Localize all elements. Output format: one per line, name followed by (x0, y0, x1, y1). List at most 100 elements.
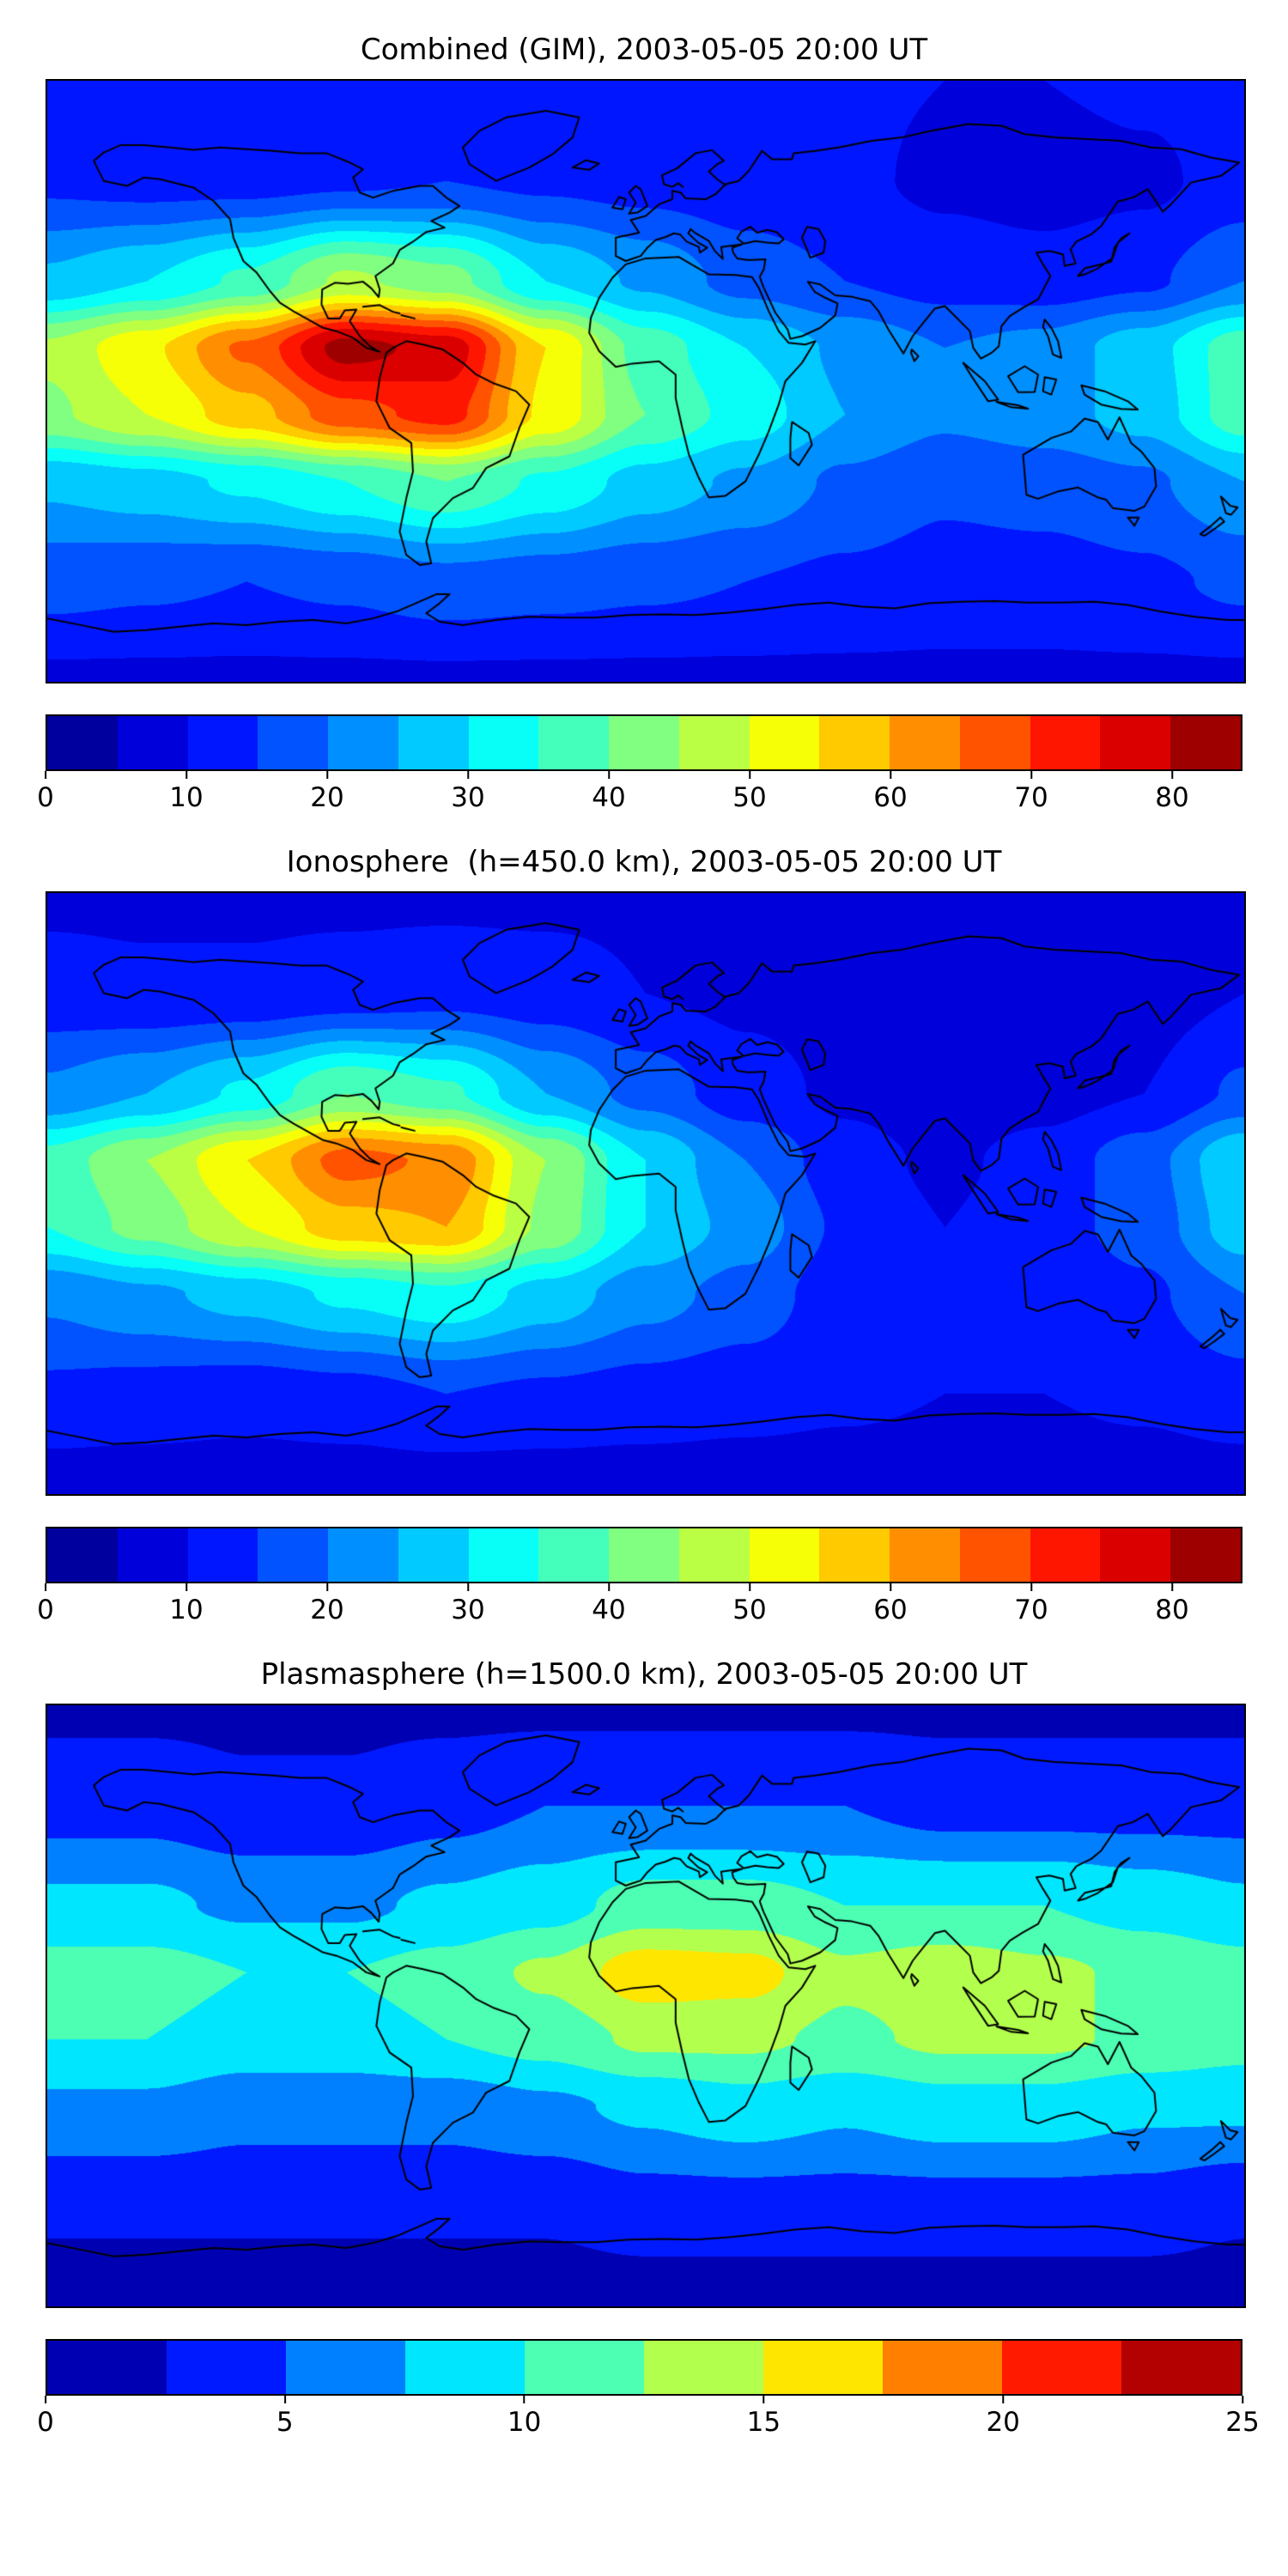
colorbar-tick-mark (466, 771, 469, 779)
colorbar-tick: 20 (310, 1583, 344, 1625)
colorbar-segment (1170, 716, 1242, 769)
colorbar-segment (763, 2341, 883, 2394)
colorbar-tick-mark (748, 1583, 750, 1591)
colorbar-segment (749, 716, 820, 769)
colorbar-tick: 80 (1155, 1583, 1189, 1625)
colorbar-tick-label: 60 (873, 1595, 908, 1625)
colorbar-segment (328, 1528, 398, 1582)
colorbar-tick: 70 (1014, 771, 1048, 813)
map-ionosphere (46, 891, 1246, 1496)
colorbar-plasmasphere (46, 2339, 1242, 2396)
colorbar-tick: 30 (451, 771, 485, 813)
colorbar-tick: 25 (1225, 2396, 1260, 2438)
colorbar-tick: 20 (986, 2396, 1020, 2438)
colorbar-combined (46, 714, 1242, 771)
map-plasmasphere (46, 1704, 1246, 2308)
colorbar-tick-mark (1030, 771, 1032, 779)
colorbar-tick: 80 (1155, 771, 1189, 813)
colorbar-segment (1121, 2341, 1241, 2394)
colorbar-tick-mark (185, 771, 187, 779)
colorbar-segment (258, 716, 329, 769)
colorbar-segment (1030, 1528, 1101, 1582)
colorbar-tick: 30 (451, 1583, 485, 1625)
colorbar-tick-label: 70 (1014, 782, 1048, 813)
panel-title-ionosphere: Ionosphere (h=450.0 km), 2003-05-05 20:0… (286, 845, 1002, 879)
colorbar-segment (890, 1528, 960, 1582)
colorbar-tick-label: 0 (37, 2407, 54, 2438)
colorbar-ticks-combined: 0 10 20 30 40 50 60 70 80 (37, 771, 1242, 824)
colorbar-segment (959, 1528, 1030, 1582)
colorbar-tick-label: 10 (169, 1595, 204, 1625)
colorbar-segment (468, 716, 539, 769)
colorbar-segment (405, 2341, 525, 2394)
colorbar-ticks-ionosphere: 0 10 20 30 40 50 60 70 80 (37, 1583, 1242, 1637)
colorbar-tick-label: 80 (1155, 782, 1189, 813)
colorbar-tick: 70 (1014, 1583, 1048, 1625)
colorbar-segment (1030, 716, 1101, 769)
colorbar-segment (398, 716, 469, 769)
colorbar-segment (525, 2341, 644, 2394)
panel-title-combined: Combined (GIM), 2003-05-05 20:00 UT (360, 33, 928, 67)
colorbar-segment (187, 716, 258, 769)
colorbar-segment (187, 1528, 258, 1582)
colorbar-segment (819, 716, 890, 769)
colorbar-segment (1002, 2341, 1121, 2394)
figure: Combined (GIM), 2003-05-05 20:00 UT 0 10 2… (37, 31, 1260, 2449)
colorbar-tick-label: 15 (746, 2407, 781, 2438)
colorbar-tick: 15 (747, 2396, 781, 2438)
colorbar-ionosphere (46, 1527, 1242, 1583)
colorbar-ticks-plasmasphere: 0 5 10 15 20 25 (37, 2396, 1260, 2449)
colorbar-tick-mark (325, 771, 328, 779)
colorbar-tick-label: 5 (276, 2407, 294, 2438)
colorbar-segment (398, 1528, 469, 1582)
colorbar-tick-mark (523, 2396, 526, 2403)
colorbar-segment (538, 1528, 610, 1582)
colorbar-tick-mark (1170, 1583, 1173, 1591)
colorbar-segment (609, 1528, 679, 1582)
colorbar-segment (47, 2341, 167, 2394)
colorbar-tick: 10 (169, 771, 204, 813)
colorbar-segment (47, 716, 118, 769)
colorbar-tick-mark (607, 1583, 610, 1591)
colorbar-tick-mark (762, 2396, 765, 2403)
colorbar-segment (959, 716, 1030, 769)
colorbar-tick: 20 (310, 771, 344, 813)
colorbar-segment (468, 1528, 539, 1582)
colorbar-segment (117, 716, 188, 769)
colorbar-tick-mark (325, 1583, 328, 1591)
colorbar-tick-mark (44, 771, 46, 779)
colorbar-tick: 10 (169, 1583, 204, 1625)
colorbar-tick-mark (283, 2396, 286, 2403)
colorbar-segment (47, 1528, 118, 1582)
colorbar-tick-mark (1170, 771, 1173, 779)
colorbar-segment (538, 716, 610, 769)
colorbar-tick: 40 (592, 1583, 626, 1625)
colorbar-segment (749, 1528, 820, 1582)
colorbar-tick-mark (889, 771, 891, 779)
colorbar-segment (890, 716, 960, 769)
colorbar-tick-label: 0 (37, 1595, 54, 1625)
colorbar-tick: 50 (732, 771, 767, 813)
colorbar-segment (678, 1528, 750, 1582)
panel-ionosphere: Ionosphere (h=450.0 km), 2003-05-05 20:0… (37, 843, 1246, 1637)
panel-combined: Combined (GIM), 2003-05-05 20:00 UT 0 10 2… (37, 31, 1246, 824)
map-combined (46, 79, 1246, 683)
panel-plasmasphere: Plasmasphere (h=1500.0 km), 2003-05-05 2… (37, 1656, 1260, 2449)
colorbar-tick-label: 10 (507, 2407, 542, 2438)
colorbar-segment (1100, 716, 1171, 769)
colorbar-tick-mark (1241, 2396, 1243, 2403)
colorbar-tick-mark (466, 1583, 469, 1591)
colorbar-tick: 60 (873, 771, 908, 813)
colorbar-tick-label: 40 (592, 782, 626, 813)
colorbar-tick-label: 25 (1225, 2407, 1260, 2438)
colorbar-segment (1100, 1528, 1171, 1582)
colorbar-tick-mark (44, 1583, 46, 1591)
colorbar-tick-label: 40 (592, 1595, 626, 1625)
colorbar-tick-mark (1002, 2396, 1005, 2403)
colorbar-tick-mark (607, 771, 610, 779)
colorbar-segment (678, 716, 750, 769)
colorbar-tick-mark (185, 1583, 187, 1591)
colorbar-tick-label: 60 (873, 782, 908, 813)
colorbar-tick: 50 (732, 1583, 767, 1625)
colorbar-tick-mark (44, 2396, 46, 2403)
